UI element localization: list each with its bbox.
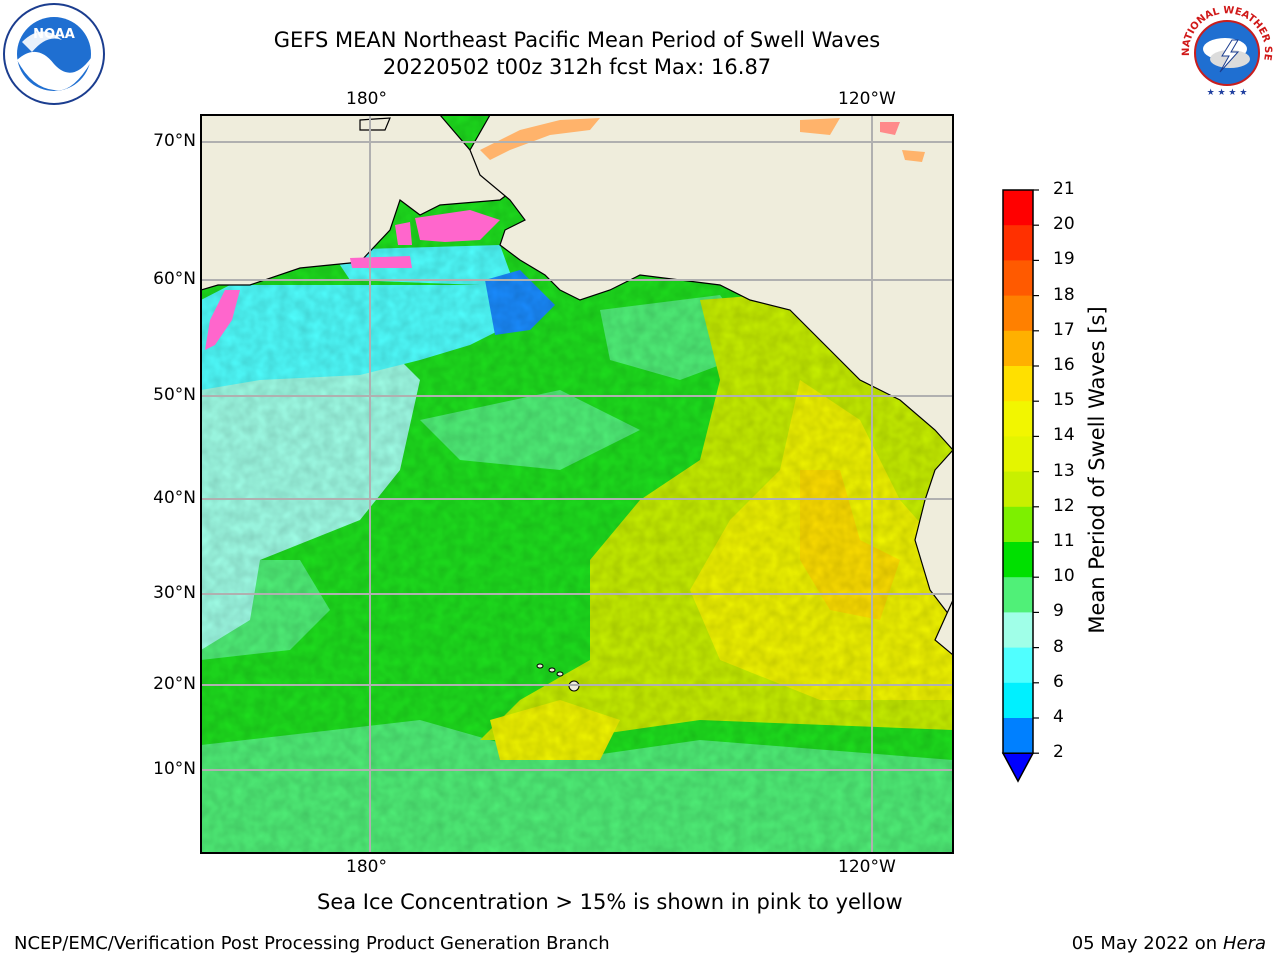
colorbar-segment — [1003, 612, 1033, 649]
colorbar-tick-label: 14 — [1053, 425, 1075, 446]
svg-text:★ ★ ★ ★: ★ ★ ★ ★ — [1207, 88, 1248, 98]
colorbar-tick-label: 15 — [1053, 390, 1075, 411]
colorbar-tick-label: 9 — [1053, 601, 1064, 622]
land-masses — [201, 115, 953, 656]
colorbar-segment — [1003, 260, 1033, 297]
lon-label-top-180: 180° — [346, 89, 387, 109]
colorbar-tick-label: 20 — [1053, 214, 1075, 235]
colorbar-segment — [1003, 542, 1033, 578]
lat-label-70n: 70°N — [153, 131, 196, 151]
colorbar-segment — [1003, 330, 1033, 367]
colorbar-tick-label: 18 — [1053, 284, 1075, 305]
colorbar-segment — [1003, 506, 1033, 543]
lat-label-60n: 60°N — [153, 269, 196, 289]
colorbar-tick-label: 11 — [1053, 531, 1075, 551]
colorbar-title: Mean Period of Swell Waves [s] — [1085, 306, 1109, 634]
footer-date: 05 May 2022 on Hera — [1072, 933, 1266, 954]
lat-label-50n: 50°N — [153, 385, 196, 405]
colorbar-tick-label: 4 — [1053, 707, 1064, 727]
colorbar-tick-label: 13 — [1053, 460, 1075, 481]
colorbar-segment — [1003, 401, 1033, 437]
colorbar-segment — [1003, 366, 1033, 402]
footer-credit: NCEP/EMC/Verification Post Processing Pr… — [14, 933, 610, 954]
colorbar-segment — [1003, 647, 1033, 684]
noaa-logo: NOAA — [3, 3, 105, 105]
colorbar-segment — [1003, 295, 1033, 332]
colorbar-tick-label: 12 — [1053, 495, 1075, 516]
graticule — [201, 115, 953, 853]
map-subtitle: 20220502 t00z 312h fcst Max: 16.87 — [382, 55, 772, 79]
map-title: GEFS MEAN Northeast Pacific Mean Period … — [273, 28, 881, 52]
colorbar — [1001, 189, 1039, 783]
map-frame — [200, 114, 954, 854]
colorbar-tick-label: 21 — [1053, 179, 1075, 199]
colorbar-segment — [1003, 682, 1033, 719]
colorbar-segment — [1003, 718, 1033, 754]
colorbar-tick-label: 6 — [1053, 671, 1064, 692]
lat-label-20n: 20°N — [153, 674, 196, 694]
colorbar-segment — [1003, 436, 1033, 473]
colorbar-tick-label: 16 — [1053, 355, 1075, 375]
lon-label-bottom-180: 180° — [346, 857, 387, 877]
colorbar-tick-label: 2 — [1053, 742, 1064, 763]
lat-label-10n: 10°N — [153, 759, 196, 779]
footer-machine: Hera — [1222, 933, 1266, 954]
colorbar-extend-arrow — [1001, 752, 1035, 783]
colorbar-segment — [1003, 471, 1033, 508]
colorbar-tick-label: 19 — [1053, 249, 1075, 270]
colorbar-tick-label: 8 — [1053, 636, 1064, 657]
colorbar-segment — [1003, 190, 1033, 226]
nws-logo: NATIONAL WEATHER SERVICE ★ ★ ★ ★ — [1176, 2, 1276, 102]
colorbar-segment — [1003, 225, 1033, 261]
noaa-logo-text: NOAA — [33, 27, 75, 42]
sea-ice-overlay — [205, 118, 925, 350]
colorbar-segment — [1003, 577, 1033, 613]
lon-label-bottom-120w: 120°W — [838, 857, 896, 877]
lon-label-top-120w: 120°W — [838, 89, 896, 109]
lat-label-40n: 40°N — [153, 488, 196, 508]
footer-date-text: 05 May 2022 on — [1071, 933, 1218, 954]
lat-label-30n: 30°N — [153, 583, 196, 603]
colorbar-tick-label: 17 — [1053, 319, 1075, 340]
sea-ice-footnote: Sea Ice Concentration > 15% is shown in … — [317, 890, 903, 914]
colorbar-tick-label: 10 — [1053, 566, 1075, 587]
